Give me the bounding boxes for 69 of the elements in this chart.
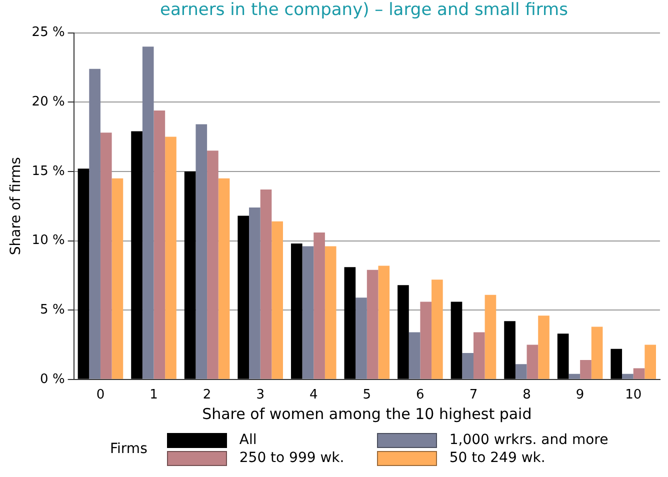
x-tick-label: 5 xyxy=(362,388,372,403)
y-tick-label: 0 % xyxy=(40,372,65,387)
bar xyxy=(165,136,176,379)
legend-label: 50 to 249 wk. xyxy=(449,450,546,466)
x-tick-label: 7 xyxy=(469,388,478,403)
bar xyxy=(238,216,250,379)
bar xyxy=(356,298,367,379)
bar xyxy=(89,68,100,379)
bar xyxy=(420,302,432,379)
legend-title: Firms xyxy=(110,441,148,457)
bar xyxy=(568,374,580,379)
y-tick-label: 20 % xyxy=(32,94,65,110)
bar xyxy=(324,246,336,379)
bar xyxy=(462,353,474,379)
bar xyxy=(196,124,208,379)
bar xyxy=(207,150,218,379)
x-tick-label: 6 xyxy=(416,388,424,403)
bar xyxy=(378,266,390,379)
bar xyxy=(432,280,443,379)
bar xyxy=(249,207,260,379)
x-tick-label: 1 xyxy=(150,388,158,403)
bar xyxy=(344,267,356,379)
bar xyxy=(591,326,603,379)
bar xyxy=(112,178,124,379)
bar xyxy=(302,246,314,379)
bar xyxy=(610,348,622,379)
y-tick-label: 15 % xyxy=(32,164,65,179)
y-tick-label: 25 % xyxy=(32,25,65,40)
x-tick-label: 2 xyxy=(202,388,212,403)
bar xyxy=(538,316,550,379)
bar xyxy=(272,221,283,379)
legend-label: 250 to 999 wk. xyxy=(239,450,344,466)
bar xyxy=(100,132,112,379)
x-tick-label: 9 xyxy=(576,388,584,403)
bar xyxy=(184,171,196,379)
bar xyxy=(398,285,409,379)
bar xyxy=(142,46,154,379)
x-tick-label: 8 xyxy=(522,388,531,403)
bar xyxy=(526,344,538,379)
chart-title: earners in the company) – large and small firms xyxy=(159,0,569,22)
y-tick-label: 5 % xyxy=(40,302,65,318)
bar xyxy=(580,360,592,379)
x-tick-label: 4 xyxy=(309,388,318,403)
bar xyxy=(450,302,462,379)
y-axis-title: Share of firms xyxy=(8,157,24,256)
bar xyxy=(314,232,325,379)
x-tick-label: 10 xyxy=(625,388,642,403)
x-tick-label: 0 xyxy=(96,388,105,403)
bar xyxy=(290,244,302,379)
bar xyxy=(515,364,527,379)
bar xyxy=(504,321,516,379)
x-tick-label: 3 xyxy=(256,388,264,403)
bar xyxy=(484,294,496,379)
bar xyxy=(644,344,656,379)
bar xyxy=(408,332,420,379)
y-tick-label: 10 % xyxy=(32,233,65,248)
bar xyxy=(78,168,90,379)
bar xyxy=(557,334,569,379)
bar xyxy=(473,332,485,379)
bar xyxy=(260,189,272,379)
bar xyxy=(131,131,142,379)
bar xyxy=(366,270,378,379)
bar xyxy=(622,374,634,379)
bar xyxy=(154,110,166,379)
legend-label: 1,000 wrkrs. and more xyxy=(449,432,608,448)
legend-label: All xyxy=(239,432,257,448)
x-axis-title: Share of women among the 10 highest paid xyxy=(202,404,532,423)
bar xyxy=(633,368,645,379)
bar xyxy=(218,178,230,379)
